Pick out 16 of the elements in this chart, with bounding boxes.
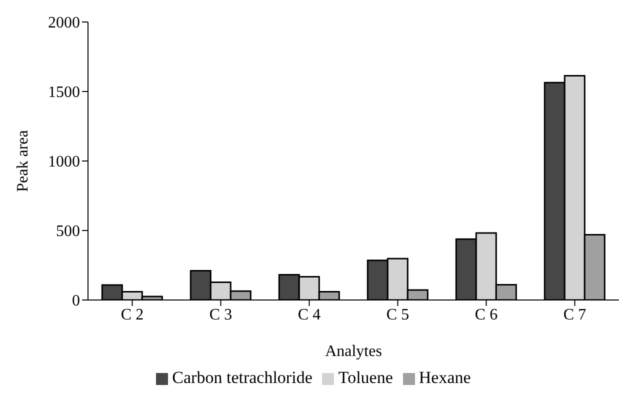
- x-tick-label: C 3: [209, 306, 232, 324]
- y-tick-label: 0: [72, 292, 80, 310]
- x-axis-title: Analytes: [325, 343, 382, 360]
- x-tick-label: C 6: [474, 306, 498, 324]
- x-tick-label: C 7: [563, 306, 586, 324]
- x-tick-label: C 5: [386, 306, 410, 324]
- legend-label: Carbon tetrachloride: [172, 368, 312, 387]
- legend-label: Toluene: [338, 368, 393, 387]
- x-tick-label: C 4: [298, 306, 321, 324]
- y-tick-label: 500: [56, 223, 80, 240]
- y-tick-label: 1000: [48, 154, 80, 171]
- y-axis-title: Peak area: [14, 130, 32, 192]
- x-tick-label: C 2: [120, 306, 144, 324]
- y-tick-label: 2000: [48, 14, 80, 32]
- y-tick-label: 1500: [48, 84, 80, 102]
- legend-label: Hexane: [418, 368, 471, 387]
